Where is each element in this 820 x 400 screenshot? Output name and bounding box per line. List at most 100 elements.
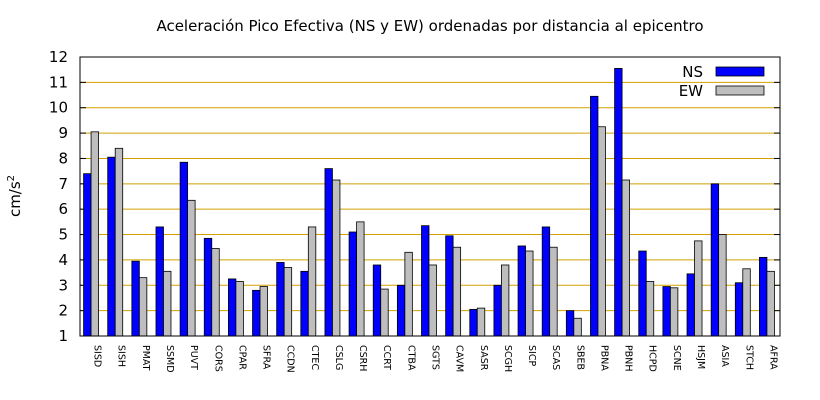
bar-ew-pbna: [597, 126, 606, 337]
bar-ew-afra: [766, 270, 775, 337]
x-tick-label: STCH: [743, 345, 754, 370]
bar-ns-sbeb: [565, 310, 575, 337]
y-tick-label: 5: [58, 226, 68, 244]
bar-ew-sasr: [476, 307, 486, 337]
bar-ew-sish: [114, 147, 124, 337]
bar-ew-hsjm: [694, 240, 703, 337]
bars: [83, 68, 775, 337]
x-tick-label: CTBA: [405, 345, 416, 371]
bar-ew-puvt: [187, 199, 196, 337]
x-tick-label: CSRH: [357, 345, 368, 371]
bar-ew-ccdn: [283, 267, 293, 337]
y-tick-label: 1: [58, 327, 68, 345]
x-tick-label: PMAT: [140, 345, 151, 371]
x-tick-label: SGTS: [430, 345, 441, 370]
y-tick-label: 9: [58, 124, 68, 142]
bar-ns-ccdn: [276, 262, 285, 337]
x-tick-label: CCRT: [381, 345, 392, 370]
bar-ew-sisd: [90, 131, 99, 337]
bar-ew-ccrt: [380, 288, 389, 337]
y-tick-label: 12: [49, 48, 68, 66]
bar-ew-asia: [718, 234, 727, 337]
x-tick-label: SCNE: [671, 345, 682, 371]
bar-ew-scas: [549, 246, 558, 337]
bar-ns-scne: [662, 286, 671, 337]
x-tick-labels: SISD SISH PMAT SSMD PUVT CORS CPAR SFRA CCDN CTEC…: [92, 345, 779, 373]
bar-ns-sfra: [252, 289, 261, 337]
chart-title: Aceleración Pico Efectiva (NS y EW) orde…: [156, 17, 703, 35]
x-tick-label: SFRA: [261, 345, 272, 370]
x-tick-label: CAVM: [454, 345, 465, 372]
bar-ns-ctba: [396, 284, 406, 337]
bar-ns-stch: [734, 282, 744, 337]
bar-ns-puvt: [179, 161, 189, 337]
plot-frame: [79, 56, 781, 337]
y-tick-label: 11: [49, 73, 68, 91]
bar-ew-hcpd: [645, 281, 655, 337]
x-tick-label: PBNA: [598, 345, 609, 371]
legend-swatch-ns: [715, 66, 765, 77]
x-tick-label: SCGH: [502, 345, 513, 372]
bar-ns-pbnh: [614, 68, 623, 337]
legend-label-ew: EW: [679, 82, 703, 100]
x-tick-label: SISD: [92, 345, 103, 367]
bar-ns-sish: [107, 156, 116, 337]
bar-ns-cpar: [227, 278, 237, 337]
bar-ew-cavm: [452, 246, 462, 337]
bar-ns-ctec: [300, 270, 309, 337]
bar-ns-asia: [710, 183, 720, 337]
bar-ns-sgts: [421, 225, 430, 337]
y-tick-label: 10: [49, 99, 68, 117]
y-tick-label: 7: [58, 175, 68, 193]
bar-ns-sasr: [469, 308, 478, 337]
y-axis-label-unit: cm/s: [6, 181, 24, 217]
legend-swatch-ew: [715, 85, 765, 96]
bar-ns-scgh: [493, 284, 502, 337]
bar-ns-sisd: [83, 173, 92, 337]
bar-ns-ccrt: [372, 264, 382, 337]
x-tick-label: CORS: [212, 345, 223, 372]
bar-ew-ctec: [307, 226, 317, 337]
x-tick-label: HCPD: [647, 345, 658, 372]
y-tick-label: 2: [58, 302, 68, 320]
bar-ew-pbnh: [621, 179, 631, 337]
x-tick-label: CTEC: [309, 345, 320, 370]
bar-ns-cslg: [324, 168, 333, 337]
bar-ew-ctba: [404, 251, 413, 337]
y-tick-label: 6: [58, 200, 68, 218]
bar-ns-cavm: [445, 235, 454, 337]
y-tick-label: 3: [58, 276, 68, 294]
x-tick-label: SISH: [116, 345, 127, 367]
x-tick-label: SBEB: [574, 345, 585, 370]
bar-ew-sgts: [428, 264, 437, 337]
bar-ew-scne: [669, 287, 679, 337]
y-axis-label-exponent: 2: [6, 175, 17, 181]
bar-ns-cors: [203, 237, 213, 337]
x-tick-label: PBNH: [623, 345, 634, 372]
x-tick-label: AFRA: [767, 345, 778, 370]
bar-ew-sbeb: [573, 317, 582, 337]
x-tick-label: ASIA: [719, 345, 730, 367]
bar-ns-pbna: [590, 95, 599, 337]
x-tick-label: SICP: [526, 345, 537, 366]
bar-ew-stch: [742, 268, 751, 337]
x-tick-label: SCAS: [550, 345, 561, 370]
bar-ns-sicp: [517, 245, 526, 337]
y-tick-label: 8: [58, 149, 68, 167]
bar-ew-cors: [211, 248, 220, 337]
bar-ew-ssmd: [163, 270, 172, 337]
x-tick-label: PUVT: [188, 345, 199, 370]
x-tick-label: CSLG: [333, 345, 344, 370]
axes: [79, 56, 781, 337]
legend-label-ns: NS: [682, 63, 703, 81]
bar-ew-sfra: [259, 286, 268, 337]
bar-ew-cslg: [332, 179, 341, 337]
bar-ew-cpar: [235, 281, 244, 337]
x-tick-label: HSJM: [695, 345, 706, 369]
y-axis-label: cm/s2: [6, 175, 24, 217]
bar-ns-csrh: [348, 231, 357, 337]
bar-ns-hsjm: [686, 273, 695, 337]
